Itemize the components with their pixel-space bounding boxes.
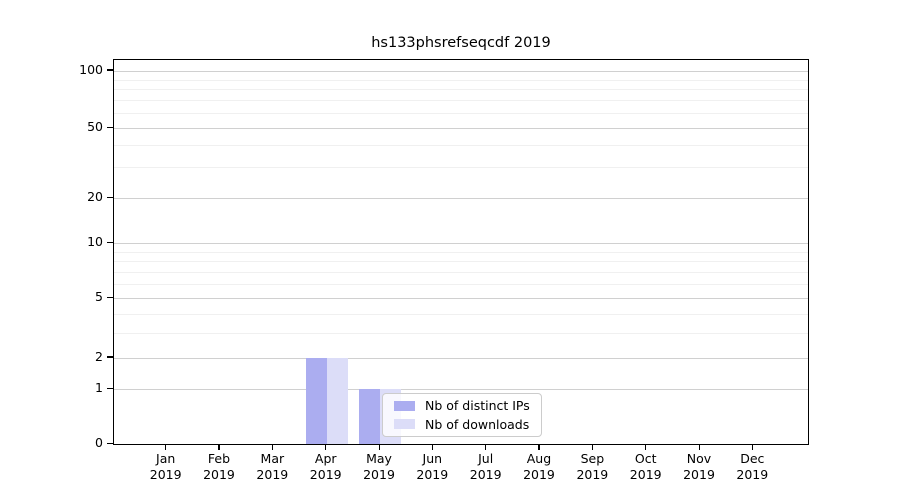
x-tick-year: 2019 (469, 467, 502, 482)
y-tick-mark (107, 387, 113, 389)
x-tick-mark (378, 444, 380, 450)
x-tick-year: 2019 (683, 467, 715, 482)
x-tick-year: 2019 (736, 467, 769, 482)
x-tick-mark (751, 444, 753, 450)
minor-gridline (114, 252, 808, 253)
minor-gridline (114, 332, 808, 334)
legend-item-distinct-ips: Nb of distinct IPs (394, 398, 533, 414)
minor-gridline (114, 314, 808, 316)
y-tick-mark (107, 241, 113, 243)
legend-item-downloads: Nb of downloads (394, 417, 533, 433)
x-tick-year: 2019 (256, 467, 289, 482)
y-tick-mark (107, 442, 113, 444)
x-tick-mark (591, 444, 594, 450)
y-tick-label: 20 (87, 189, 103, 204)
x-tick-month: Dec (740, 451, 765, 466)
x-tick-mark (485, 444, 487, 450)
x-tick-label-nov: Nov 2019 (667, 451, 731, 483)
legend-swatch-downloads-icon (394, 419, 415, 430)
legend-swatch-distinct-ips-icon (394, 400, 415, 411)
x-tick-year: 2019 (363, 467, 395, 482)
x-tick-label-jul: Jul 2019 (454, 451, 518, 483)
x-tick-month: Jan (156, 451, 176, 466)
x-tick-mark (698, 444, 700, 450)
legend-label-downloads: Nb of downloads (425, 416, 530, 432)
x-tick-year: 2019 (309, 467, 342, 482)
x-tick-label-mar: Mar 2019 (240, 451, 304, 483)
bar-distinct-ips-may (359, 389, 380, 444)
x-tick-mark (325, 444, 327, 450)
x-tick-label-apr: Apr 2019 (294, 451, 358, 483)
minor-gridline (114, 100, 808, 101)
y-tick-label: 0 (95, 435, 103, 450)
x-tick-month: Sep (580, 451, 605, 466)
minor-gridline (114, 145, 808, 147)
bar-distinct-ips-apr (305, 357, 327, 444)
x-tick-month: Mar (260, 451, 285, 466)
x-tick-year: 2019 (523, 467, 555, 482)
major-gridline (114, 198, 808, 199)
minor-gridline (114, 260, 808, 262)
minor-gridline (114, 283, 808, 285)
minor-gridline (114, 80, 808, 81)
x-tick-year: 2019 (416, 467, 449, 482)
y-tick-mark (107, 126, 113, 128)
minor-gridline (114, 272, 808, 273)
y-tick-mark (107, 356, 113, 358)
x-tick-month: May (366, 451, 392, 466)
y-tick-label: 2 (95, 348, 103, 364)
minor-gridline (114, 112, 808, 114)
x-tick-label-may: May 2019 (347, 451, 411, 483)
x-tick-month: Aug (526, 451, 552, 466)
x-tick-month: Nov (686, 451, 712, 466)
major-gridline (114, 70, 808, 72)
x-tick-month: Jun (422, 451, 443, 466)
chart-title: hs133phsrefseqcdf 2019 (371, 35, 551, 51)
x-tick-month: Oct (634, 451, 657, 466)
legend: Nb of distinct IPs Nb of downloads (382, 393, 542, 437)
minor-gridline (114, 166, 808, 168)
x-tick-label-feb: Feb 2019 (187, 451, 251, 483)
plot-area: Nb of distinct IPs Nb of downloads (113, 59, 809, 445)
x-tick-month: Apr (314, 451, 337, 466)
x-tick-mark (218, 444, 220, 450)
x-tick-month: Feb (207, 451, 231, 466)
x-tick-mark (645, 444, 647, 450)
bar-downloads-apr (326, 357, 348, 444)
x-tick-year: 2019 (203, 467, 235, 482)
x-tick-label-aug: Aug 2019 (507, 451, 571, 483)
y-tick-label: 10 (87, 234, 103, 249)
major-gridline (114, 243, 808, 244)
y-tick-label: 1 (95, 380, 103, 395)
x-tick-year: 2019 (576, 467, 609, 482)
y-tick-label: 100 (79, 61, 103, 77)
x-tick-mark (165, 444, 167, 450)
y-tick-mark (107, 296, 113, 298)
major-gridline (114, 389, 808, 390)
x-tick-label-dec: Dec 2019 (720, 451, 784, 483)
y-tick-label: 5 (95, 289, 103, 304)
x-tick-label-jan: Jan 2019 (134, 451, 198, 483)
x-tick-year: 2019 (629, 467, 662, 482)
gridlines-layer (114, 60, 808, 444)
legend-label-distinct-ips: Nb of distinct IPs (425, 398, 530, 414)
y-tick-label: 50 (87, 119, 103, 134)
major-gridline (114, 128, 808, 129)
x-tick-mark (538, 444, 540, 450)
x-tick-label-jun: Jun 2019 (400, 451, 464, 483)
minor-gridline (114, 88, 808, 90)
x-tick-mark (431, 444, 433, 450)
y-tick-mark (107, 196, 113, 198)
x-tick-month: Jul (478, 451, 494, 466)
x-tick-year: 2019 (149, 467, 182, 482)
y-tick-mark (107, 69, 113, 71)
x-tick-mark (271, 444, 274, 450)
major-gridline (114, 298, 808, 299)
major-gridline (114, 357, 808, 359)
x-tick-label-sep: Sep 2019 (560, 451, 624, 483)
x-tick-label-oct: Oct 2019 (614, 451, 678, 483)
